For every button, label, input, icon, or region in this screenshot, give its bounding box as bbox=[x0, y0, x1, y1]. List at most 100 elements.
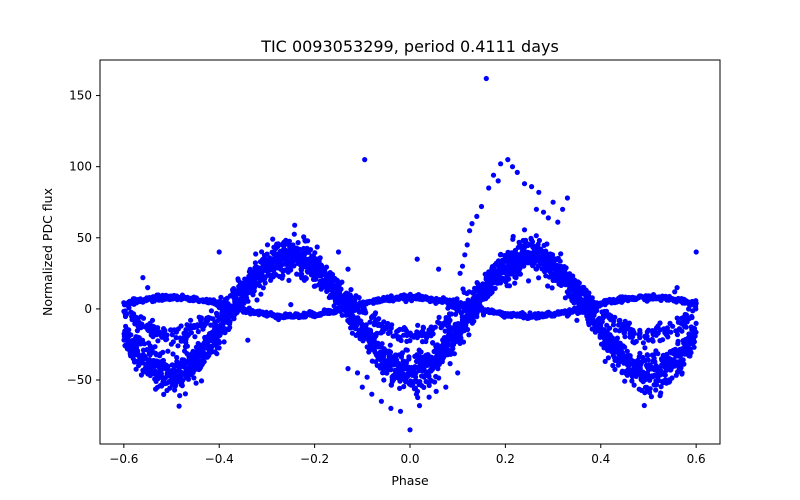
data-point bbox=[510, 233, 516, 240]
data-point bbox=[565, 277, 571, 283]
data-point bbox=[486, 285, 492, 291]
data-point bbox=[306, 257, 312, 263]
data-point bbox=[363, 322, 369, 328]
data-point bbox=[312, 250, 318, 256]
data-point bbox=[288, 267, 294, 273]
data-point bbox=[645, 352, 651, 359]
data-point bbox=[204, 317, 210, 323]
data-point bbox=[135, 316, 141, 322]
y-tick-label: 100 bbox=[69, 160, 92, 174]
data-point bbox=[214, 323, 220, 329]
x-tick-label: −0.6 bbox=[109, 452, 138, 466]
data-point bbox=[563, 265, 569, 271]
data-point bbox=[564, 313, 571, 319]
data-point bbox=[679, 370, 685, 376]
data-point bbox=[210, 316, 216, 322]
data-point bbox=[168, 327, 175, 333]
data-point bbox=[418, 349, 424, 355]
data-point bbox=[506, 266, 512, 272]
data-point bbox=[335, 285, 341, 291]
data-point bbox=[693, 329, 699, 335]
data-point bbox=[423, 333, 429, 339]
data-point bbox=[627, 334, 633, 340]
data-point bbox=[521, 227, 528, 233]
data-point bbox=[469, 221, 475, 227]
data-point bbox=[560, 206, 566, 212]
data-point bbox=[415, 331, 421, 338]
data-point bbox=[655, 323, 661, 329]
data-point bbox=[390, 333, 396, 339]
data-point bbox=[245, 298, 251, 304]
data-point bbox=[443, 315, 449, 321]
data-point bbox=[214, 351, 220, 357]
data-point bbox=[510, 269, 516, 275]
data-point bbox=[420, 324, 426, 330]
data-point bbox=[579, 288, 585, 294]
data-point bbox=[286, 277, 292, 283]
data-point bbox=[550, 277, 556, 283]
data-point bbox=[648, 394, 655, 400]
data-point bbox=[252, 284, 258, 290]
data-point bbox=[583, 287, 589, 293]
data-point bbox=[295, 240, 301, 246]
data-point bbox=[169, 332, 175, 338]
data-point bbox=[544, 241, 550, 247]
data-point bbox=[461, 289, 467, 295]
data-point bbox=[457, 270, 463, 276]
data-point bbox=[664, 325, 671, 331]
data-point bbox=[516, 256, 522, 262]
data-point bbox=[506, 283, 513, 289]
data-point bbox=[483, 276, 489, 282]
data-point bbox=[216, 340, 222, 346]
data-point bbox=[672, 289, 678, 295]
data-point bbox=[414, 388, 421, 394]
data-point bbox=[177, 393, 183, 399]
data-point bbox=[404, 347, 410, 353]
data-point bbox=[378, 330, 384, 336]
data-point bbox=[650, 329, 656, 336]
data-point bbox=[459, 263, 466, 269]
data-point bbox=[460, 339, 467, 345]
data-point bbox=[208, 322, 214, 328]
data-point bbox=[667, 320, 673, 326]
data-point bbox=[264, 242, 271, 248]
data-point bbox=[253, 251, 259, 257]
data-point bbox=[447, 361, 453, 367]
data-point bbox=[201, 359, 207, 365]
data-point bbox=[364, 374, 370, 380]
data-point bbox=[273, 258, 279, 264]
data-point bbox=[533, 233, 539, 239]
data-point bbox=[474, 287, 480, 294]
data-point bbox=[636, 331, 642, 338]
data-point bbox=[208, 308, 214, 314]
data-point bbox=[688, 350, 694, 356]
data-point bbox=[660, 337, 666, 343]
data-point bbox=[291, 231, 297, 237]
data-point bbox=[194, 324, 200, 330]
data-point bbox=[170, 339, 176, 345]
data-point bbox=[545, 215, 551, 221]
data-point bbox=[192, 334, 198, 340]
data-point bbox=[279, 253, 285, 259]
data-point bbox=[374, 330, 380, 336]
data-point bbox=[605, 355, 612, 361]
data-point bbox=[629, 378, 635, 384]
data-point bbox=[466, 289, 472, 295]
data-point bbox=[674, 315, 680, 321]
data-point bbox=[607, 325, 613, 331]
data-point bbox=[381, 377, 387, 383]
data-point bbox=[612, 314, 618, 320]
data-point bbox=[404, 332, 410, 338]
data-point bbox=[525, 278, 532, 284]
data-point bbox=[676, 327, 682, 333]
data-point bbox=[148, 332, 154, 338]
data-point bbox=[266, 260, 272, 266]
data-point bbox=[320, 278, 326, 284]
data-point bbox=[286, 238, 292, 244]
x-tick-label: 0.2 bbox=[496, 452, 515, 466]
data-point bbox=[536, 237, 543, 244]
data-point bbox=[421, 384, 427, 390]
data-point bbox=[470, 290, 476, 296]
data-point bbox=[222, 330, 228, 336]
data-point bbox=[514, 265, 520, 271]
